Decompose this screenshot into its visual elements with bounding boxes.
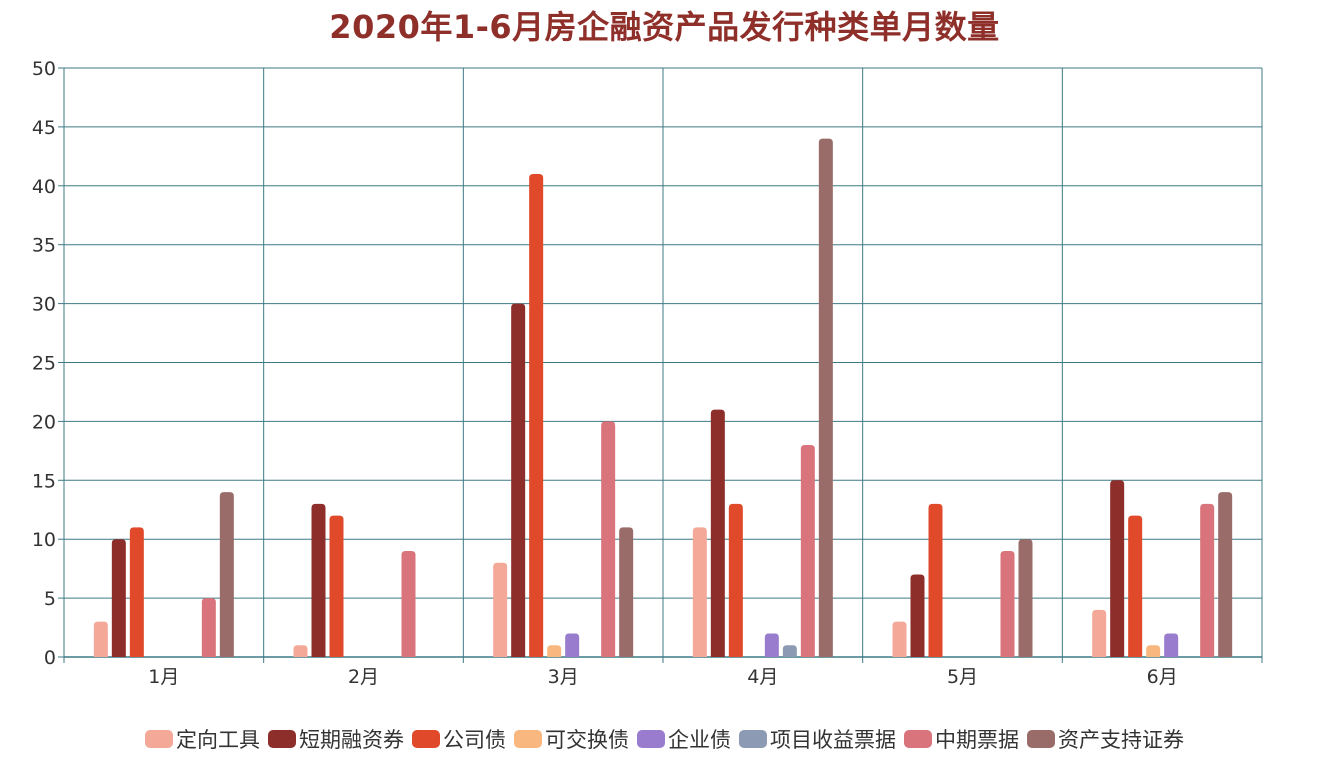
x-tick-label: 1月 <box>148 666 179 688</box>
bar-短期融资券-1月 <box>111 539 126 657</box>
x-tick-label: 4月 <box>747 666 778 688</box>
bar-资产支持证券-3月 <box>619 527 634 657</box>
x-tick-label: 5月 <box>947 666 978 688</box>
legend-item[interactable]: 中期票据 <box>904 724 1019 754</box>
y-tick-label: 35 <box>32 235 56 257</box>
y-tick-label: 15 <box>32 470 56 492</box>
legend-item[interactable]: 项目收益票据 <box>739 724 896 754</box>
legend-label: 可交换债 <box>545 728 629 752</box>
bar-短期融资券-2月 <box>311 503 326 657</box>
x-axis-ticks: 1月 2月 3月 4月 5月 6月 <box>148 666 1177 688</box>
bar-中期票据-1月 <box>201 598 216 657</box>
x-tick-label: 6月 <box>1147 666 1178 688</box>
bar-中期票据-3月 <box>601 421 616 657</box>
bar-公司债-4月 <box>728 503 743 657</box>
bar-可交换债-6月 <box>1146 645 1161 657</box>
x-tick-label: 2月 <box>348 666 379 688</box>
legend-swatch <box>412 730 440 748</box>
grid-lines <box>58 67 1263 663</box>
y-tick-label: 40 <box>32 176 56 198</box>
legend-item[interactable]: 定向工具 <box>145 724 260 754</box>
bar-企业债-4月 <box>764 633 779 657</box>
bar-定向工具-4月 <box>692 527 707 657</box>
bar-短期融资券-6月 <box>1110 480 1125 657</box>
bar-定向工具-1月 <box>93 621 108 657</box>
legend-label: 资产支持证券 <box>1058 728 1184 752</box>
bar-中期票据-5月 <box>1000 550 1015 657</box>
legend-label: 定向工具 <box>176 728 260 752</box>
legend-item[interactable]: 可交换债 <box>514 724 629 754</box>
bar-公司债-5月 <box>928 503 943 657</box>
bars <box>93 138 1233 657</box>
legend-swatch <box>637 730 665 748</box>
y-tick-label: 10 <box>32 529 56 551</box>
y-tick-label: 30 <box>32 294 56 316</box>
bar-公司债-2月 <box>329 515 344 657</box>
legend-item[interactable]: 企业债 <box>637 724 731 754</box>
bar-定向工具-2月 <box>293 645 308 657</box>
bar-短期融资券-5月 <box>910 574 925 657</box>
legend: 定向工具 短期融资券 公司债 可交换债 企业债 项目收益票据 中期票据 资产支持证券 <box>0 724 1329 754</box>
legend-swatch <box>145 730 173 748</box>
legend-label: 中期票据 <box>935 728 1019 752</box>
bar-公司债-6月 <box>1128 515 1143 657</box>
bar-定向工具-6月 <box>1092 609 1107 657</box>
legend-swatch <box>268 730 296 748</box>
bar-定向工具-5月 <box>892 621 907 657</box>
bar-项目收益票据-4月 <box>782 645 797 657</box>
bar-定向工具-3月 <box>493 562 508 657</box>
bar-短期融资券-4月 <box>710 409 725 657</box>
bar-公司债-3月 <box>529 174 544 657</box>
bar-可交换债-3月 <box>547 645 562 657</box>
x-tick-label: 3月 <box>548 666 579 688</box>
legend-swatch <box>739 730 767 748</box>
legend-item[interactable]: 资产支持证券 <box>1027 724 1184 754</box>
legend-item[interactable]: 短期融资券 <box>268 724 404 754</box>
chart-title: 2020年1-6月房企融资产品发行种类单月数量 <box>329 8 1000 46</box>
y-tick-label: 5 <box>44 588 56 610</box>
y-tick-label: 50 <box>32 58 56 80</box>
legend-item[interactable]: 公司债 <box>412 724 506 754</box>
legend-swatch <box>904 730 932 748</box>
y-tick-label: 0 <box>44 647 56 669</box>
bar-企业债-6月 <box>1164 633 1179 657</box>
legend-label: 项目收益票据 <box>770 728 896 752</box>
legend-swatch <box>514 730 542 748</box>
bar-短期融资券-3月 <box>511 303 526 657</box>
bar-资产支持证券-4月 <box>818 138 833 657</box>
legend-swatch <box>1027 730 1055 748</box>
bar-中期票据-2月 <box>401 550 416 657</box>
bar-资产支持证券-6月 <box>1218 492 1233 657</box>
y-tick-label: 45 <box>32 117 56 139</box>
bar-资产支持证券-1月 <box>219 492 234 657</box>
y-tick-label: 25 <box>32 353 56 375</box>
bar-中期票据-6月 <box>1200 503 1215 657</box>
legend-label: 企业债 <box>668 728 731 752</box>
bar-公司债-1月 <box>129 527 144 657</box>
bar-企业债-3月 <box>565 633 580 657</box>
bar-中期票据-4月 <box>800 444 815 657</box>
legend-label: 公司债 <box>443 728 506 752</box>
y-axis-ticks: 0 5 10 15 20 25 30 35 40 45 50 <box>32 58 56 669</box>
bar-资产支持证券-5月 <box>1018 539 1033 657</box>
y-tick-label: 20 <box>32 411 56 433</box>
legend-label: 短期融资券 <box>299 728 404 752</box>
